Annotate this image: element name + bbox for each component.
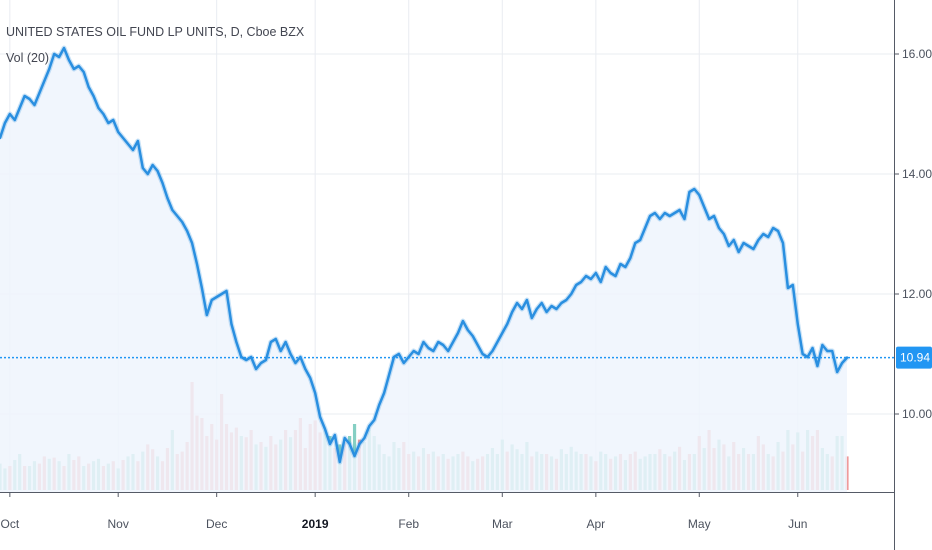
time-axis-label: Nov [108, 517, 129, 531]
time-axis-label: Mar [492, 517, 513, 531]
time-axis-label: Dec [206, 517, 227, 531]
volume-legend: Vol (20) [6, 51, 50, 65]
last-price-tag: 10.94 [896, 346, 932, 369]
price-line [0, 46, 849, 464]
price-axis-label: 14.00 [902, 167, 932, 181]
chart-title: UNITED STATES OIL FUND LP UNITS, D, Cboe… [6, 25, 305, 39]
time-axis-label: 2019 [302, 517, 329, 531]
last-price-tag-label: 10.94 [900, 351, 930, 365]
price-axis[interactable]: 10.00 12.00 14.00 16.00 [894, 47, 932, 421]
time-axis-label: May [688, 517, 711, 531]
price-axis-label: 12.00 [902, 287, 932, 301]
time-axis-label: Feb [398, 517, 419, 531]
time-axis[interactable]: Oct Nov Dec 2019 Feb Mar Apr May Jun [1, 492, 808, 531]
price-area-fill [0, 48, 847, 492]
time-axis-label: Jun [788, 517, 807, 531]
price-axis-label: 10.00 [902, 407, 932, 421]
price-axis-label: 16.00 [902, 47, 932, 61]
last-price-tag-background [896, 346, 932, 369]
time-axis-label: Apr [587, 517, 606, 531]
time-axis-label: Oct [1, 517, 20, 531]
